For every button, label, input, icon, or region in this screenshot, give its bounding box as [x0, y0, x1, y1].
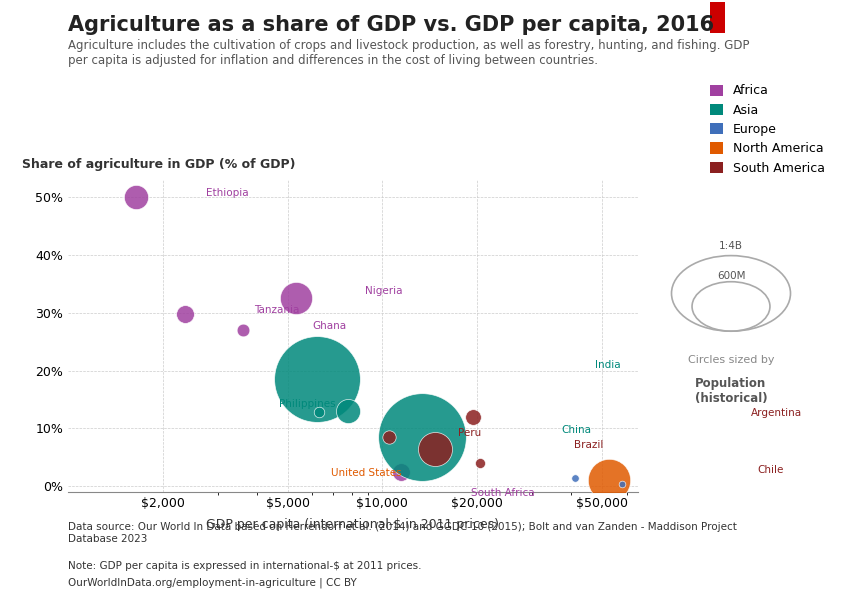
Text: Ethiopia: Ethiopia	[206, 188, 248, 198]
Text: United States: United States	[332, 469, 402, 479]
Point	[342, 406, 355, 416]
Point	[394, 467, 408, 476]
Text: India: India	[595, 361, 620, 370]
Text: OurWorldInData.org/employment-in-agriculture | CC BY: OurWorldInData.org/employment-in-agricul…	[68, 577, 357, 588]
Text: Data source: Our World In Data based on Herrendorf et al. (2014) and GGDC-10 (20: Data source: Our World In Data based on …	[68, 522, 737, 544]
Text: Population
(historical): Population (historical)	[694, 377, 768, 404]
Text: Agriculture as a share of GDP vs. GDP per capita, 2016: Agriculture as a share of GDP vs. GDP pe…	[68, 15, 714, 35]
X-axis label: GDP per capita (international-$ in 2011 prices): GDP per capita (international-$ in 2011 …	[207, 518, 499, 531]
Text: 600M: 600M	[717, 271, 745, 281]
Text: China: China	[561, 425, 591, 434]
Text: Argentina: Argentina	[751, 408, 802, 418]
Point	[615, 479, 629, 489]
Text: Share of agriculture in GDP (% of GDP): Share of agriculture in GDP (% of GDP)	[22, 158, 296, 170]
Point	[568, 473, 581, 482]
Point	[603, 476, 616, 485]
Point	[473, 458, 487, 468]
Point	[236, 325, 250, 335]
Text: Peru: Peru	[458, 428, 481, 438]
Point	[416, 432, 429, 442]
Point	[382, 433, 395, 442]
Text: Nigeria: Nigeria	[365, 286, 402, 296]
Point	[289, 293, 303, 303]
Text: 1:4B: 1:4B	[719, 241, 743, 251]
Text: Our World: Our World	[756, 8, 812, 18]
Text: Philippines: Philippines	[279, 399, 336, 409]
Text: Tanzania: Tanzania	[254, 305, 299, 315]
Text: in Data: in Data	[764, 20, 803, 30]
Text: Ghana: Ghana	[312, 321, 346, 331]
Point	[428, 444, 441, 454]
Text: Chile: Chile	[758, 465, 785, 475]
Point	[310, 374, 324, 384]
Bar	[710, 2, 725, 33]
Text: Agriculture includes the cultivation of crops and livestock production, as well : Agriculture includes the cultivation of …	[68, 39, 750, 67]
Text: South Africa: South Africa	[471, 488, 535, 497]
Text: Circles sized by: Circles sized by	[688, 355, 774, 365]
Point	[467, 412, 480, 422]
Point	[178, 309, 191, 319]
Point	[129, 193, 143, 202]
Point	[312, 407, 326, 417]
Text: Note: GDP per capita is expressed in international-$ at 2011 prices.: Note: GDP per capita is expressed in int…	[68, 561, 422, 571]
Text: Brazil: Brazil	[574, 439, 603, 449]
Legend: Africa, Asia, Europe, North America, South America: Africa, Asia, Europe, North America, Sou…	[704, 78, 831, 181]
